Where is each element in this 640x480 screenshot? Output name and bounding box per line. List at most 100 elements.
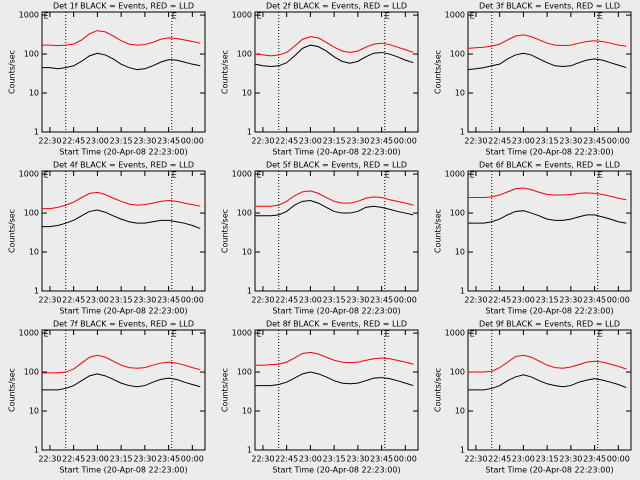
y-tick-label: 1000 <box>445 329 465 338</box>
chart-title: Det 5f BLACK = Events, RED = LLD <box>266 161 407 170</box>
x-tick-label: 22:45 <box>488 137 511 146</box>
plot-frame <box>254 170 419 292</box>
event-label: E <box>44 12 49 21</box>
x-tick-label: 23:00 <box>299 455 322 464</box>
y-tick-label: 1000 <box>19 11 39 20</box>
chart-title: Det 7f BLACK = Events, RED = LLD <box>53 320 194 329</box>
x-tick-label: 22:30 <box>251 455 274 464</box>
x-tick-label: 23:00 <box>86 455 109 464</box>
x-tick-label: 23:30 <box>559 137 582 146</box>
event-label: E <box>470 12 475 21</box>
series-line <box>42 52 201 71</box>
x-tick-label: 22:30 <box>38 455 61 464</box>
x-tick-label: 23:15 <box>110 296 133 305</box>
chart-title: Det 2f BLACK = Events, RED = LLD <box>266 2 407 11</box>
x-tick-label: 23:45 <box>583 455 606 464</box>
y-tick-label: 10 <box>29 407 39 416</box>
x-tick-label: 23:15 <box>110 455 133 464</box>
plot-frame <box>41 11 206 133</box>
x-tick-label: 22:30 <box>251 137 274 146</box>
event-label: E <box>172 12 177 21</box>
x-tick-label: 23:30 <box>133 296 156 305</box>
x-tick-label: 22:30 <box>38 296 61 305</box>
x-axis-label: Start Time (20-Apr-08 22:23:00) <box>272 148 400 157</box>
y-axis-label: Counts/sec <box>221 209 230 253</box>
x-tick-label: 22:30 <box>464 137 487 146</box>
y-tick-label: 1000 <box>232 11 252 20</box>
series-line <box>468 187 627 201</box>
chart-title: Det 6f BLACK = Events, RED = LLD <box>479 161 620 170</box>
event-label: E <box>257 12 262 21</box>
y-tick-label: 10 <box>455 89 465 98</box>
x-tick-label: 00:00 <box>394 455 417 464</box>
series-line <box>254 44 414 67</box>
event-label: E <box>598 12 603 21</box>
y-tick-label: 1 <box>460 128 465 137</box>
x-tick-label: 23:15 <box>110 137 133 146</box>
y-axis-label: Counts/sec <box>221 50 230 94</box>
x-tick-label: 22:45 <box>275 455 298 464</box>
y-axis-label: Counts/sec <box>221 368 230 412</box>
x-tick-label: 23:00 <box>512 455 535 464</box>
plot-frame <box>467 170 632 292</box>
x-tick-label: 22:30 <box>464 296 487 305</box>
x-tick-label: 00:00 <box>181 455 204 464</box>
x-tick-label: 22:45 <box>275 296 298 305</box>
series-line <box>42 373 201 391</box>
x-axis-label: Start Time (20-Apr-08 22:23:00) <box>59 148 187 157</box>
x-tick-label: 23:00 <box>86 296 109 305</box>
x-tick-label: 23:30 <box>346 137 369 146</box>
chart-title: Det 1f BLACK = Events, RED = LLD <box>53 2 194 11</box>
x-tick-label: 22:45 <box>62 455 85 464</box>
x-tick-label: 23:00 <box>86 137 109 146</box>
plot-frame <box>41 170 206 292</box>
y-tick-label: 10 <box>29 89 39 98</box>
y-tick-label: 100 <box>450 50 465 59</box>
y-tick-label: 100 <box>237 368 252 377</box>
event-label: E <box>172 330 177 339</box>
x-tick-label: 00:00 <box>607 455 630 464</box>
x-tick-label: 23:15 <box>323 137 346 146</box>
x-axis-label: Start Time (20-Apr-08 22:23:00) <box>485 148 613 157</box>
y-tick-label: 100 <box>450 209 465 218</box>
event-label: E <box>385 12 390 21</box>
x-tick-label: 22:45 <box>62 137 85 146</box>
x-tick-label: 22:45 <box>488 455 511 464</box>
plot-frame <box>467 11 632 133</box>
chart-title: Det 8f BLACK = Events, RED = LLD <box>266 320 407 329</box>
plot-frame <box>254 329 419 451</box>
x-tick-label: 23:15 <box>536 137 559 146</box>
y-tick-label: 1000 <box>232 170 252 179</box>
event-label: E <box>598 330 603 339</box>
x-tick-label: 23:00 <box>299 296 322 305</box>
x-tick-label: 23:30 <box>559 296 582 305</box>
y-tick-label: 1 <box>247 287 252 296</box>
series-line <box>255 199 414 217</box>
x-tick-label: 23:30 <box>133 455 156 464</box>
y-tick-label: 100 <box>24 209 39 218</box>
x-tick-label: 23:45 <box>157 296 180 305</box>
series-line <box>254 36 414 57</box>
x-axis-label: Start Time (20-Apr-08 22:23:00) <box>272 466 400 475</box>
y-tick-label: 1 <box>460 287 465 296</box>
y-axis-label: Counts/sec <box>8 209 17 253</box>
y-tick-label: 1000 <box>232 329 252 338</box>
y-tick-label: 1000 <box>445 11 465 20</box>
y-tick-label: 10 <box>29 248 39 257</box>
series-line <box>42 354 201 374</box>
x-tick-label: 23:15 <box>536 455 559 464</box>
x-tick-label: 22:45 <box>488 296 511 305</box>
x-tick-label: 22:45 <box>275 137 298 146</box>
series-line <box>255 351 414 366</box>
x-tick-label: 22:30 <box>464 455 487 464</box>
plot-frame <box>254 11 419 133</box>
x-tick-label: 23:45 <box>157 455 180 464</box>
event-label: E <box>470 330 475 339</box>
y-tick-label: 1000 <box>19 170 39 179</box>
chart-title: Det 9f BLACK = Events, RED = LLD <box>479 320 620 329</box>
series-line <box>467 34 627 49</box>
x-tick-label: 00:00 <box>181 137 204 146</box>
y-axis-label: Counts/sec <box>434 368 443 412</box>
y-tick-label: 10 <box>455 248 465 257</box>
chart-title: Det 3f BLACK = Events, RED = LLD <box>479 2 620 11</box>
